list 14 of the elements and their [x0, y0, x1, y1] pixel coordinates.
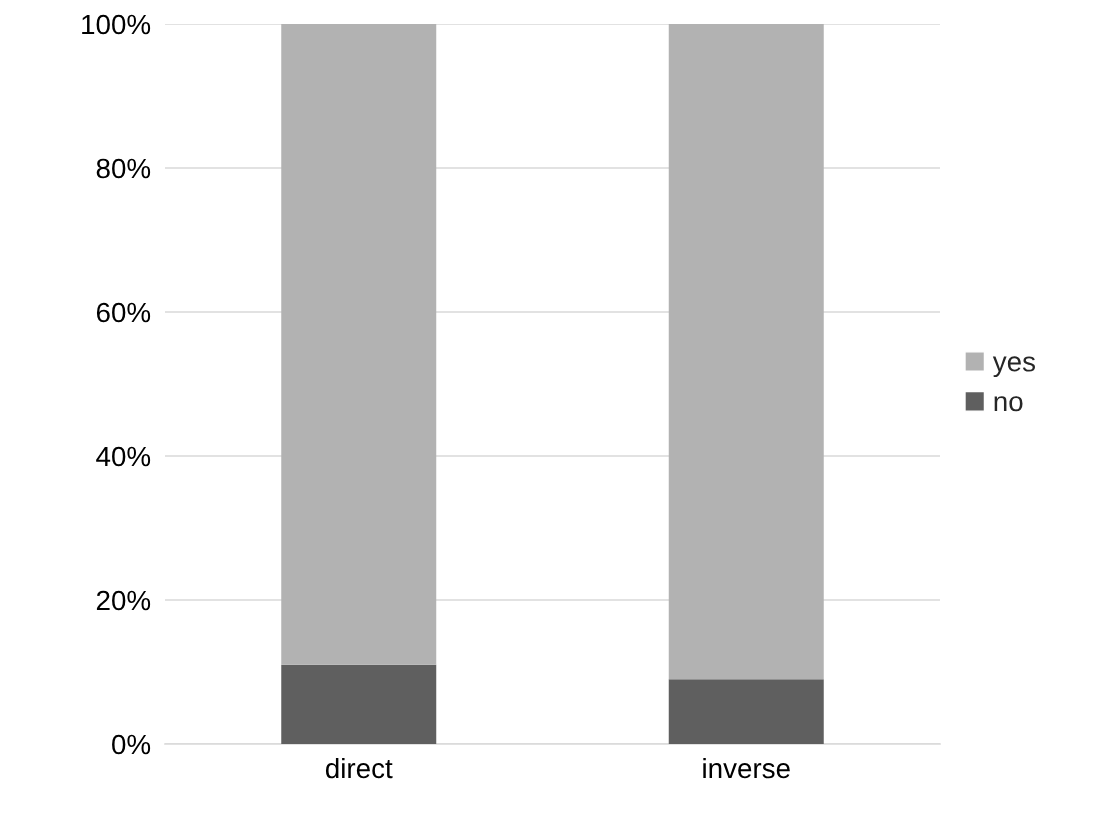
bar	[668, 679, 824, 744]
legend-label: yes	[992, 356, 1035, 378]
y-tick-label: 60%	[96, 302, 151, 323]
y-tick-label: 20%	[96, 590, 151, 611]
y-tick-label: 0%	[112, 734, 151, 755]
bar	[281, 664, 437, 744]
x-tick-label: direct	[325, 757, 393, 779]
y-tick-label: 40%	[96, 446, 151, 467]
bar	[281, 24, 437, 665]
y-tick-label: 80%	[96, 158, 151, 179]
y-tick-label: 100%	[82, 14, 151, 35]
bar	[668, 24, 824, 680]
legend-label: no	[994, 396, 1023, 412]
x-tick-label: inverse	[703, 757, 790, 779]
